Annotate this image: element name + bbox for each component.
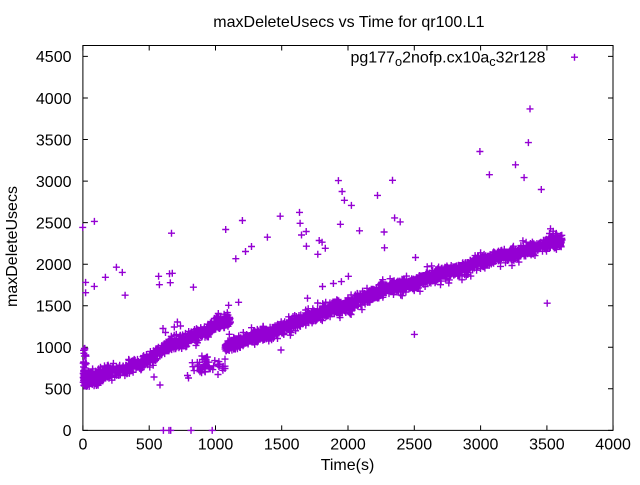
svg-text:4500: 4500 bbox=[36, 49, 72, 66]
svg-text:3000: 3000 bbox=[463, 437, 499, 454]
svg-text:4000: 4000 bbox=[36, 91, 72, 108]
svg-text:0: 0 bbox=[63, 423, 72, 440]
svg-text:maxDeleteUsecs: maxDeleteUsecs bbox=[4, 186, 21, 307]
svg-text:3500: 3500 bbox=[529, 437, 565, 454]
svg-text:1500: 1500 bbox=[264, 437, 300, 454]
svg-text:1000: 1000 bbox=[198, 437, 234, 454]
svg-text:2500: 2500 bbox=[397, 437, 433, 454]
svg-text:4000: 4000 bbox=[595, 437, 631, 454]
svg-text:3000: 3000 bbox=[36, 174, 72, 191]
svg-text:1000: 1000 bbox=[36, 340, 72, 357]
svg-text:0: 0 bbox=[78, 437, 87, 454]
svg-text:Time(s): Time(s) bbox=[321, 457, 375, 474]
svg-text:2500: 2500 bbox=[36, 215, 72, 232]
svg-text:3500: 3500 bbox=[36, 132, 72, 149]
svg-text:500: 500 bbox=[45, 382, 72, 399]
svg-text:2000: 2000 bbox=[36, 257, 72, 274]
svg-text:2000: 2000 bbox=[330, 437, 366, 454]
svg-text:500: 500 bbox=[136, 437, 163, 454]
svg-text:maxDeleteUsecs vs Time for qr1: maxDeleteUsecs vs Time for qr100.L1 bbox=[213, 14, 484, 31]
svg-text:pg177o2nofp.cx10ac32r128: pg177o2nofp.cx10ac32r128 bbox=[350, 50, 545, 70]
svg-text:1500: 1500 bbox=[36, 299, 72, 316]
